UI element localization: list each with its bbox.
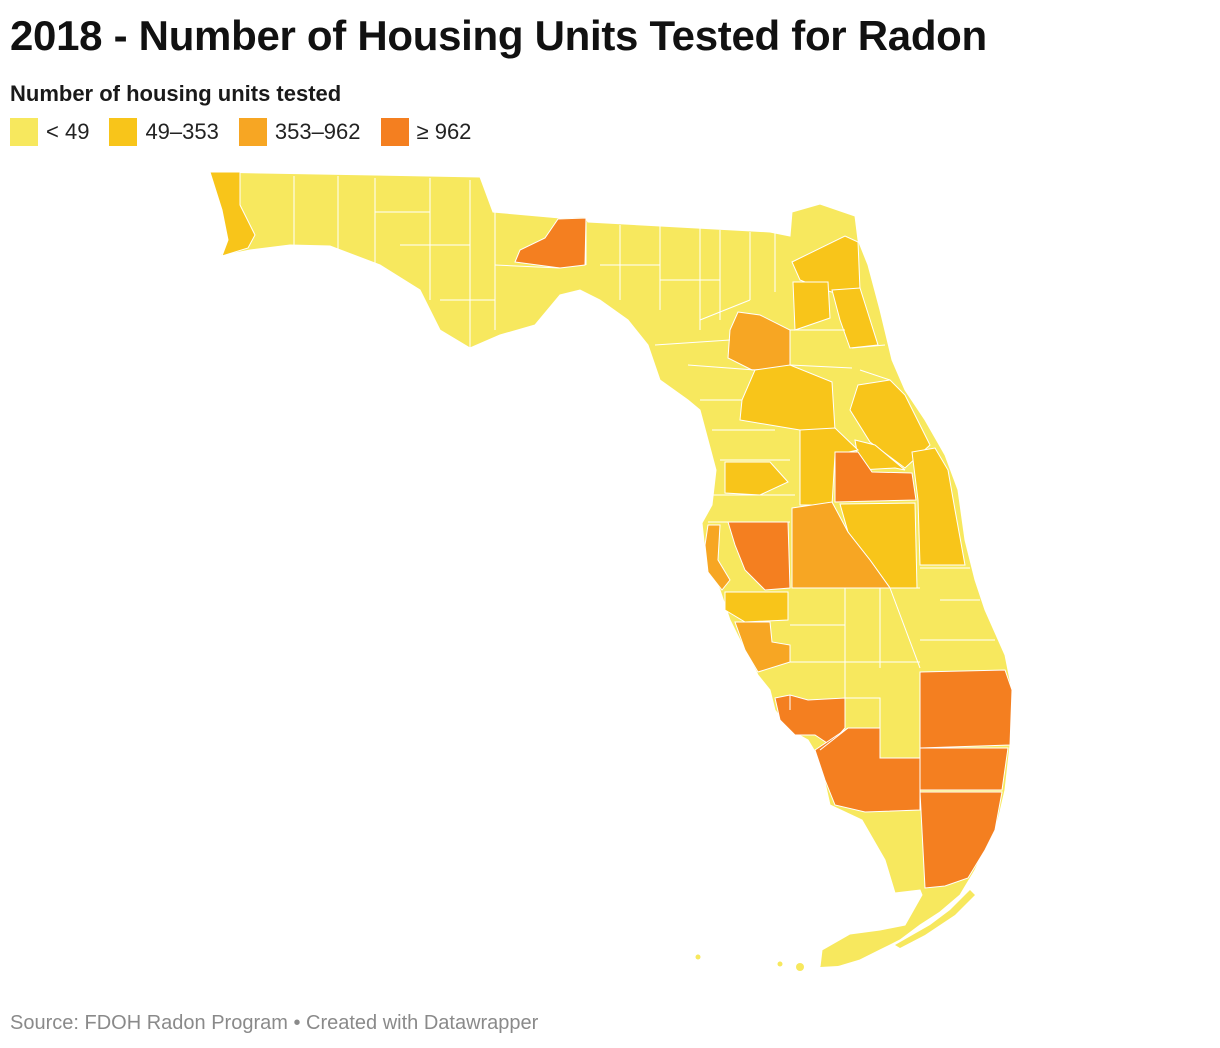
county-miami-dade[interactable]: [919, 791, 1003, 889]
legend-swatch: [10, 118, 38, 146]
legend-item: < 49: [10, 118, 89, 146]
legend-label: 353–962: [274, 119, 361, 144]
key-island: [796, 963, 804, 971]
county-brevard[interactable]: [911, 447, 966, 566]
florida-keys: [820, 890, 975, 967]
legend-item: 49–353: [109, 118, 219, 146]
legend-swatch: [238, 118, 267, 146]
county-borders: [293, 176, 995, 751]
legend-swatch: [109, 118, 138, 146]
key-island: [777, 961, 783, 967]
legend-label: < 49: [46, 119, 90, 144]
legend-item: ≥ 962: [380, 118, 472, 146]
county-broward[interactable]: [919, 747, 1009, 791]
source-note: Source: FDOH Radon Program • Created wit…: [10, 1012, 539, 1034]
county-collier[interactable]: [814, 727, 921, 813]
county-sarasota[interactable]: [734, 621, 791, 673]
legend-item: 353–962: [238, 118, 361, 146]
county-pinellas[interactable]: [704, 524, 731, 591]
florida-state-shape: [209, 171, 1013, 968]
legend-title: Number of housing units tested: [10, 81, 342, 106]
key-island: [695, 954, 701, 960]
legend-label: ≥ 962: [416, 119, 472, 144]
chart-title: 2018 - Number of Housing Units Tested fo…: [10, 12, 987, 59]
county-escambia[interactable]: [209, 171, 256, 257]
legend-swatch: [380, 118, 409, 146]
county-clay[interactable]: [792, 281, 831, 331]
county-hernando[interactable]: [724, 461, 789, 496]
florida-county-map: [209, 171, 1013, 971]
legend: < 49 49–353 353–962 ≥ 962: [10, 118, 491, 146]
county-manatee[interactable]: [724, 591, 789, 623]
county-palm-beach[interactable]: [919, 669, 1013, 749]
legend-label: 49–353: [145, 119, 219, 144]
county-orange[interactable]: [834, 451, 917, 503]
